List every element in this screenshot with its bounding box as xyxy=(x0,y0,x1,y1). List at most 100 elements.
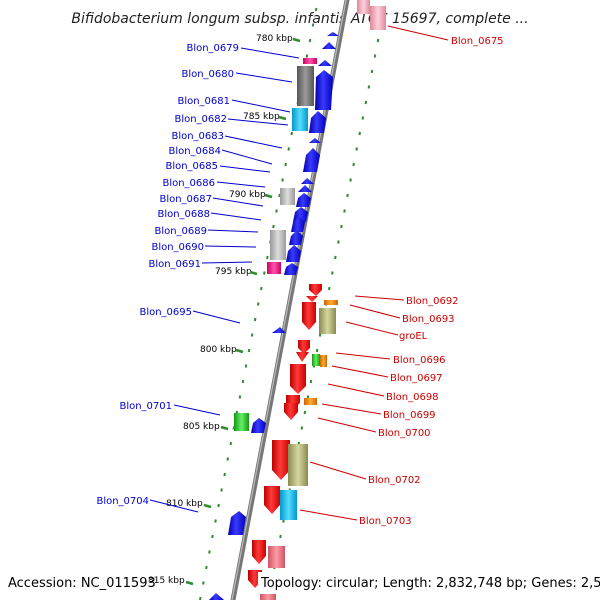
gene-label[interactable]: Blon_0693 xyxy=(402,314,455,325)
gene-arrow-blon-0692[interactable] xyxy=(309,284,322,296)
leader-line xyxy=(192,310,241,324)
gene-ltgrey-blon-0686[interactable] xyxy=(280,188,295,205)
gene-label[interactable]: Blon_0698 xyxy=(386,392,439,403)
gene-label[interactable]: Blon_0680 xyxy=(181,69,234,80)
gene-label[interactable]: Blon_0687 xyxy=(159,194,212,205)
gene-label[interactable]: Blon_0691 xyxy=(148,259,201,270)
guide-dot xyxy=(337,240,340,244)
gene-label[interactable]: Blon_0701 xyxy=(119,401,172,412)
gene-arrow-blon-0685[interactable] xyxy=(303,148,320,172)
gene-arrow[interactable] xyxy=(289,230,303,245)
gene-orange-blon-0699[interactable] xyxy=(304,398,317,405)
gene-arrow-blon-0684[interactable] xyxy=(309,138,321,143)
gene-arrow[interactable] xyxy=(291,217,305,232)
gene-ltpink-blon-0675[interactable] xyxy=(370,6,386,30)
gene-arrow[interactable] xyxy=(284,403,298,420)
gene-arrow-blon-0702[interactable] xyxy=(272,440,290,480)
gene-grey-blon-0680[interactable] xyxy=(297,66,314,106)
gene-arrow-blon-0690[interactable] xyxy=(286,245,301,262)
gene-green-blon-0701[interactable] xyxy=(234,413,249,431)
gene-label[interactable]: Blon_0695 xyxy=(139,307,192,318)
gene-label[interactable]: Blon_0679 xyxy=(186,43,239,54)
gene-green-blon-0696[interactable] xyxy=(312,354,320,366)
gene-pink-blon-0691[interactable] xyxy=(267,262,281,274)
gene-label[interactable]: Blon_0675 xyxy=(451,36,504,47)
gene-arrow[interactable] xyxy=(301,178,314,184)
gene-label[interactable]: Blon_0683 xyxy=(171,131,224,142)
gene-cyan-blon-0703[interactable] xyxy=(280,490,297,520)
gene-arrow[interactable] xyxy=(209,593,224,600)
gene-orange-blon-0693[interactable] xyxy=(324,300,338,305)
gene-label[interactable]: Blon_0689 xyxy=(154,226,207,237)
gene-arrow[interactable] xyxy=(302,302,316,330)
gene-label[interactable]: Blon_0692 xyxy=(406,296,459,307)
leader-line xyxy=(240,47,300,59)
leader-line xyxy=(235,72,293,83)
gene-label[interactable]: Blon_0686 xyxy=(162,178,215,189)
guide-dot xyxy=(352,162,355,167)
gene-arrow-blon-0696[interactable] xyxy=(296,352,309,362)
guide-dot xyxy=(300,426,304,430)
guide-dot xyxy=(275,209,278,213)
gene-arrow-blon-0679[interactable] xyxy=(327,32,339,36)
leader-line xyxy=(331,365,389,378)
guide-dot xyxy=(349,178,352,182)
guide-dot xyxy=(373,54,377,58)
gene-label[interactable]: Blon_0700 xyxy=(378,428,431,439)
gene-arrow[interactable] xyxy=(322,42,336,49)
gene-arrow-blon-0687[interactable] xyxy=(296,193,311,207)
gene-arrow[interactable] xyxy=(306,296,318,302)
kbp-scale: 780 kbp 785 kbp 790 kbp 795 kbp 800 kbp … xyxy=(148,34,301,586)
gene-label[interactable]: groEL xyxy=(399,331,428,342)
leader-line xyxy=(212,197,264,207)
guide-dot xyxy=(259,286,263,291)
gene-arrow-blon-0703[interactable] xyxy=(264,486,280,514)
leader-line xyxy=(210,212,262,221)
gene-arrow-blon-0695[interactable] xyxy=(272,327,286,333)
leader-line xyxy=(387,25,449,41)
gene-label[interactable]: Blon_0681 xyxy=(177,96,230,107)
gene-ltpink[interactable] xyxy=(357,0,370,14)
gene-label[interactable]: Blon_0703 xyxy=(359,516,412,527)
gene-khaki-groel[interactable] xyxy=(319,308,336,334)
gene-arrow-blon-0697[interactable] xyxy=(290,364,306,394)
gene-salmon[interactable] xyxy=(268,546,285,568)
gene-arrow-blon-0688[interactable] xyxy=(293,207,308,222)
guide-dot xyxy=(370,69,374,74)
gene-label[interactable]: Blon_0685 xyxy=(165,161,218,172)
guide-dot xyxy=(376,38,380,43)
gene-label[interactable]: Blon_0688 xyxy=(157,209,210,220)
gene-arrow[interactable] xyxy=(298,340,310,354)
gene-track-right xyxy=(248,0,386,600)
leader-line xyxy=(216,181,266,188)
guide-dot xyxy=(305,54,309,58)
gene-ltgrey-blon-0689[interactable] xyxy=(270,230,286,260)
gene-label[interactable]: Blon_0697 xyxy=(390,373,443,384)
gene-arrow[interactable] xyxy=(284,263,298,275)
gene-orange-blon-0697[interactable] xyxy=(320,355,327,367)
guide-dot xyxy=(343,209,346,213)
gene-label[interactable]: Blon_0682 xyxy=(174,114,227,125)
gene-cyan-blon-0682[interactable] xyxy=(292,108,308,131)
gene-label[interactable]: Blon_0696 xyxy=(393,355,446,366)
kbp-label: 795 kbp xyxy=(215,267,252,277)
kbp-label: 810 kbp xyxy=(166,499,203,509)
gene-arrow[interactable] xyxy=(251,418,266,433)
accession-text: Accession: NC_011593 xyxy=(8,576,156,591)
gene-label[interactable]: Blon_0704 xyxy=(96,496,149,507)
gene-arrow-blon-0704[interactable] xyxy=(228,511,246,535)
gene-arrow[interactable] xyxy=(318,60,332,66)
gene-label[interactable]: Blon_0690 xyxy=(151,242,204,253)
gene-label[interactable]: Blon_0684 xyxy=(168,146,221,157)
gene-label[interactable]: Blon_0699 xyxy=(383,410,436,421)
gene-pink[interactable] xyxy=(303,58,317,64)
gene-khaki-blon-0702[interactable] xyxy=(288,444,308,486)
gene-arrow[interactable] xyxy=(252,540,266,564)
gene-arrow[interactable] xyxy=(298,185,312,192)
gene-label[interactable]: Blon_0702 xyxy=(368,475,421,486)
gene-arrow[interactable] xyxy=(309,111,326,133)
guide-dot xyxy=(315,348,319,353)
guide-dot xyxy=(355,147,358,151)
gene-arrow-blon-0681[interactable] xyxy=(315,70,333,110)
